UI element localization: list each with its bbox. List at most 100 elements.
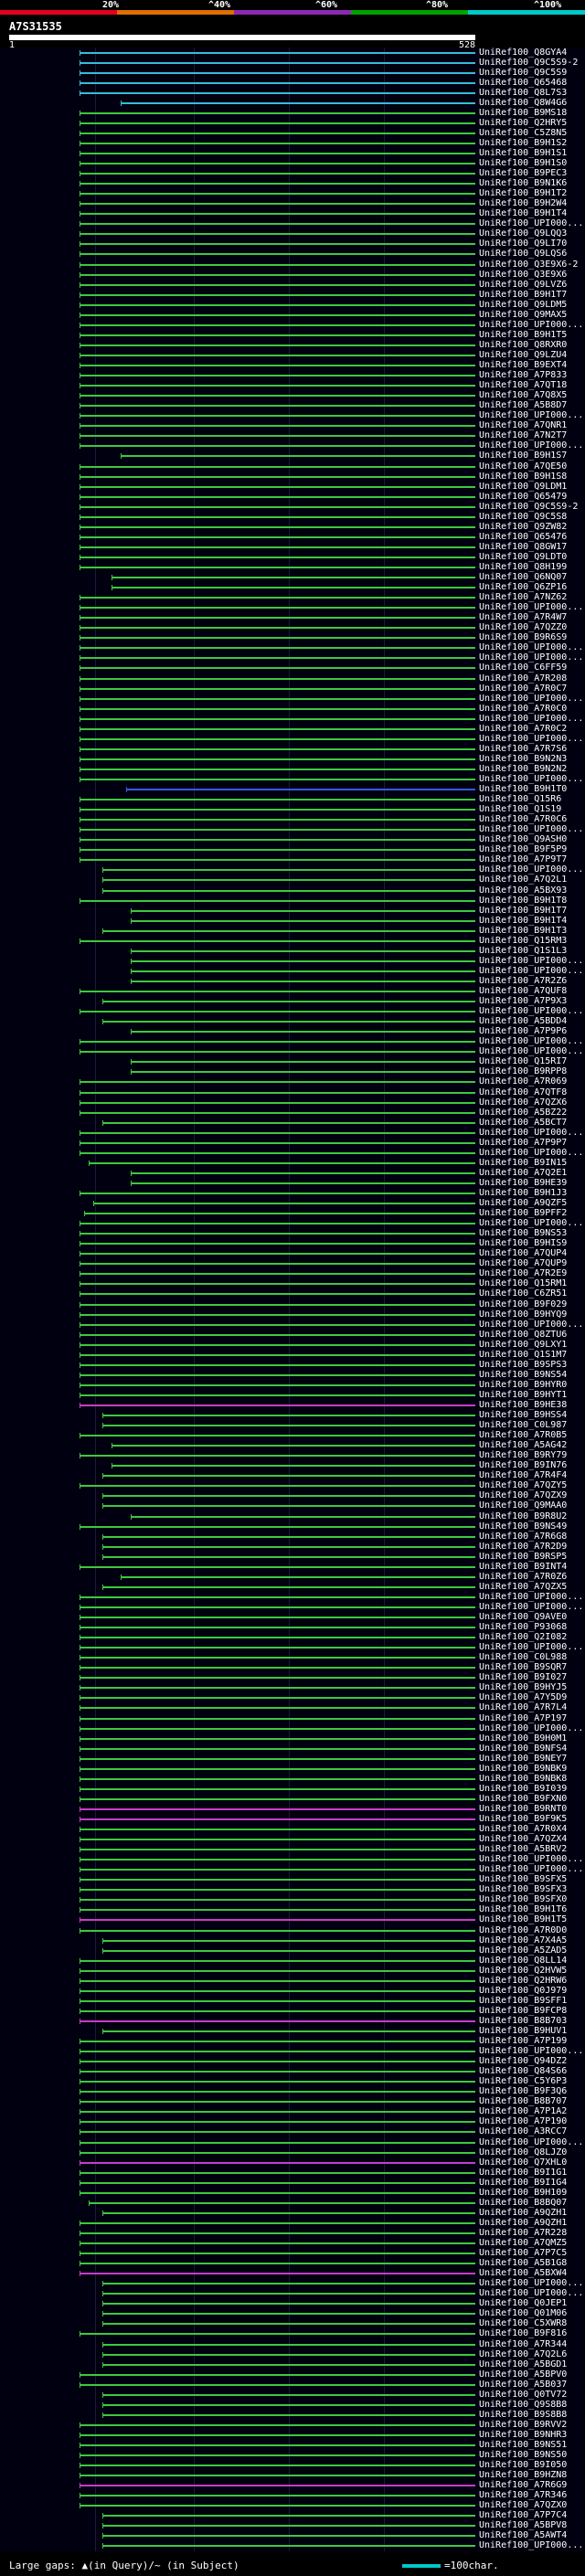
hit-label[interactable]: UniRef100_Q9AVE0 (479, 1612, 568, 1622)
hit-label[interactable]: UniRef100_B9H1S8 (479, 472, 568, 482)
hit-label[interactable]: UniRef100_B9HYR0 (479, 1380, 568, 1390)
hit-bar[interactable] (79, 1384, 475, 1386)
hit-bar[interactable] (79, 324, 475, 326)
hit-bar[interactable] (121, 102, 475, 104)
hit-bar[interactable] (79, 1707, 475, 1709)
hit-bar[interactable] (79, 1728, 475, 1730)
hit-bar[interactable] (79, 476, 475, 478)
hit-bar[interactable] (102, 1001, 475, 1002)
hit-bar[interactable] (79, 1647, 475, 1648)
hit-label[interactable]: UniRef100_B9NBK9 (479, 1764, 568, 1774)
hit-label[interactable]: UniRef100_B9I050 (479, 2460, 568, 2470)
hit-bar[interactable] (79, 1788, 475, 1790)
hit-label[interactable]: UniRef100_B9H1S2 (479, 138, 568, 148)
hit-label[interactable]: UniRef100_Q6ZP16 (479, 582, 568, 592)
hit-label[interactable]: UniRef100_Q0J979 (479, 1986, 568, 1996)
hit-label[interactable]: UniRef100_B9F816 (479, 2328, 568, 2338)
hit-label[interactable]: UniRef100_B9H1S0 (479, 158, 568, 168)
hit-label[interactable]: UniRef100_A7R6G9 (479, 2480, 568, 2490)
hit-bar[interactable] (79, 2434, 475, 2436)
hit-label[interactable]: UniRef100_B8B703 (479, 2016, 568, 2026)
hit-bar[interactable] (79, 304, 475, 306)
hit-bar[interactable] (79, 2081, 475, 2083)
hit-bar[interactable] (79, 1314, 475, 1316)
hit-label[interactable]: UniRef100_B9FXN0 (479, 1794, 568, 1804)
hit-bar[interactable] (79, 2121, 475, 2123)
hit-label[interactable]: UniRef100_B9H1T5 (479, 1914, 568, 1924)
hit-bar[interactable] (79, 607, 475, 609)
hit-bar[interactable] (79, 1041, 475, 1043)
hit-label[interactable]: UniRef100_A5BDD4 (479, 1016, 568, 1026)
hit-label[interactable]: UniRef100_B9SFX3 (479, 1884, 568, 1894)
hit-label[interactable]: UniRef100_A7P7C5 (479, 2248, 568, 2258)
hit-label[interactable]: UniRef100_UPI000... (479, 218, 584, 228)
hit-label[interactable]: UniRef100_A7P199 (479, 2036, 568, 2046)
hit-bar[interactable] (79, 1617, 475, 1618)
hit-bar[interactable] (79, 1758, 475, 1760)
hit-label[interactable]: UniRef100_B9HZN8 (479, 2470, 568, 2480)
hit-bar[interactable] (83, 1213, 475, 1214)
hit-bar[interactable] (79, 647, 475, 649)
hit-bar[interactable] (79, 769, 475, 770)
hit-bar[interactable] (112, 1465, 475, 1467)
hit-bar[interactable] (79, 1435, 475, 1436)
hit-label[interactable]: UniRef100_B9NS51 (479, 2440, 568, 2450)
hit-label[interactable]: UniRef100_Q8GYA4 (479, 48, 568, 58)
hit-bar[interactable] (102, 1950, 475, 1952)
hit-label[interactable]: UniRef100_Q1S1L3 (479, 946, 568, 956)
hit-label[interactable]: UniRef100_A5BPV8 (479, 2520, 568, 2530)
hit-bar[interactable] (79, 274, 475, 276)
hit-label[interactable]: UniRef100_UPI000... (479, 966, 584, 976)
hit-label[interactable]: UniRef100_Q9LQQ3 (479, 228, 568, 239)
hit-bar[interactable] (79, 708, 475, 710)
hit-label[interactable]: UniRef100_A7R069 (479, 1076, 568, 1087)
hit-bar[interactable] (79, 779, 475, 780)
hit-bar[interactable] (102, 2354, 475, 2356)
hit-bar[interactable] (88, 2202, 475, 2204)
hit-label[interactable]: UniRef100_B9I039 (479, 1784, 568, 1794)
hit-bar[interactable] (102, 2364, 475, 2366)
hit-bar[interactable] (79, 2475, 475, 2476)
hit-bar[interactable] (102, 1425, 475, 1426)
hit-bar[interactable] (79, 849, 475, 851)
hit-bar[interactable] (79, 1718, 475, 1720)
hit-bar[interactable] (102, 1415, 475, 1416)
hit-label[interactable]: UniRef100_B9RPP8 (479, 1066, 568, 1076)
hit-label[interactable]: UniRef100_B9NS54 (479, 1370, 568, 1380)
hit-label[interactable]: UniRef100_B9RNT0 (479, 1804, 568, 1814)
hit-bar[interactable] (79, 153, 475, 154)
hit-bar[interactable] (79, 193, 475, 195)
hit-label[interactable]: UniRef100_Q9C5S9-2 (479, 502, 579, 512)
hit-bar[interactable] (79, 1102, 475, 1104)
hit-label[interactable]: UniRef100_B9HYQ9 (479, 1309, 568, 1320)
hit-label[interactable]: UniRef100_A5BZ22 (479, 1108, 568, 1118)
hit-bar[interactable] (79, 748, 475, 750)
hit-bar[interactable] (130, 1031, 475, 1033)
hit-label[interactable]: UniRef100_UPI000... (479, 2278, 584, 2288)
hit-label[interactable]: UniRef100_A7P197 (479, 1713, 568, 1723)
hit-bar[interactable] (79, 2061, 475, 2062)
hit-label[interactable]: UniRef100_A7P833 (479, 370, 568, 380)
hit-bar[interactable] (79, 314, 475, 316)
hit-bar[interactable] (79, 2232, 475, 2234)
hit-label[interactable]: UniRef100_B9SPS3 (479, 1360, 568, 1370)
hit-label[interactable]: UniRef100_B9R6S9 (479, 632, 568, 642)
hit-label[interactable]: UniRef100_UPI000... (479, 1148, 584, 1158)
hit-label[interactable]: UniRef100_Q9LDT0 (479, 552, 568, 562)
hit-bar[interactable] (79, 506, 475, 508)
hit-label[interactable]: UniRef100_A5AWT4 (479, 2530, 568, 2540)
hit-label[interactable]: UniRef100_UPI000... (479, 824, 584, 834)
hit-label[interactable]: UniRef100_B9HE38 (479, 1400, 568, 1410)
hit-bar[interactable] (79, 415, 475, 417)
hit-label[interactable]: UniRef100_Q8L7S3 (479, 88, 568, 98)
hit-bar[interactable] (79, 2192, 475, 2194)
hit-label[interactable]: UniRef100_A7QUP9 (479, 1258, 568, 1268)
hit-label[interactable]: UniRef100_Q1S19 (479, 804, 562, 814)
hit-bar[interactable] (88, 1162, 475, 1164)
hit-bar[interactable] (79, 233, 475, 235)
hit-label[interactable]: UniRef100_A7R0C7 (479, 684, 568, 694)
hit-bar[interactable] (79, 2242, 475, 2244)
hit-label[interactable]: UniRef100_A7R344 (479, 2339, 568, 2349)
hit-bar[interactable] (79, 345, 475, 346)
hit-label[interactable]: UniRef100_A7R2D9 (479, 1542, 568, 1552)
